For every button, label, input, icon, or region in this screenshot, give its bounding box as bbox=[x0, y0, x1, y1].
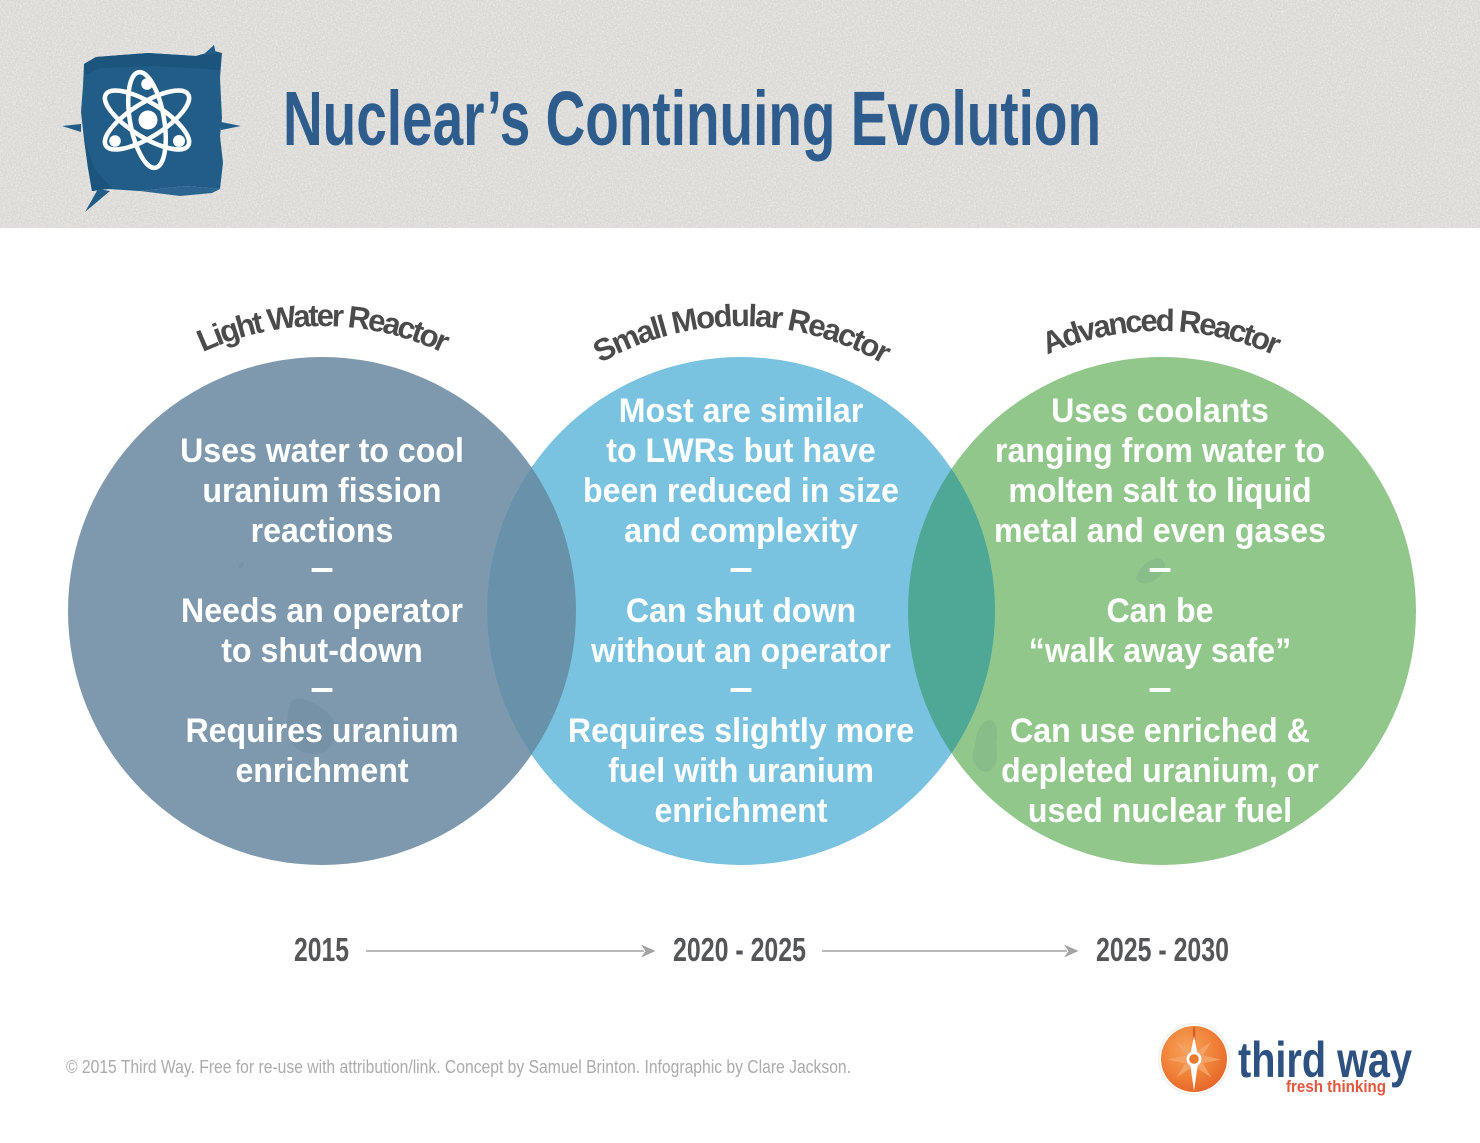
svg-text:enrichment: enrichment bbox=[235, 752, 408, 790]
svg-text:Requires slightly more: Requires slightly more bbox=[568, 712, 914, 750]
svg-text:Requires uranium: Requires uranium bbox=[185, 712, 458, 750]
svg-text:Light Water Reactor: Light Water Reactor bbox=[192, 298, 455, 360]
svg-text:used nuclear fuel: used nuclear fuel bbox=[1028, 792, 1292, 830]
svg-text:2015: 2015 bbox=[294, 932, 349, 969]
svg-text:“walk away safe”: “walk away safe” bbox=[1029, 632, 1291, 670]
svg-text:ranging from water to: ranging from water to bbox=[995, 432, 1325, 470]
svg-text:2025 - 2030: 2025 - 2030 bbox=[1096, 932, 1229, 969]
svg-text:uranium fission: uranium fission bbox=[202, 472, 441, 510]
svg-text:Uses water to cool: Uses water to cool bbox=[180, 432, 464, 470]
svg-text:reactions: reactions bbox=[251, 512, 394, 550]
svg-text:to LWRs but have: to LWRs but have bbox=[606, 432, 875, 470]
svg-text:Advanced Reactor: Advanced Reactor bbox=[1037, 303, 1286, 362]
svg-text:depleted uranium, or: depleted uranium, or bbox=[1001, 752, 1319, 790]
svg-text:without an operator: without an operator bbox=[590, 632, 891, 670]
svg-text:and complexity: and complexity bbox=[624, 512, 858, 550]
svg-text:fuel with uranium: fuel with uranium bbox=[608, 752, 874, 790]
svg-text:Nuclear’s Continuing Evolution: Nuclear’s Continuing Evolution bbox=[283, 76, 1101, 162]
svg-text:metal and even gases: metal and even gases bbox=[994, 512, 1326, 550]
svg-text:third way: third way bbox=[1238, 1032, 1412, 1088]
svg-text:Can be: Can be bbox=[1106, 592, 1213, 630]
svg-text:Can use enriched &: Can use enriched & bbox=[1010, 712, 1310, 750]
svg-text:Needs an operator: Needs an operator bbox=[181, 592, 463, 630]
svg-text:Can shut down: Can shut down bbox=[626, 592, 856, 630]
svg-text:enrichment: enrichment bbox=[654, 792, 827, 830]
svg-text:© 2015 Third Way. Free for re-: © 2015 Third Way. Free for re-use with a… bbox=[66, 1057, 851, 1077]
svg-text:to shut-down: to shut-down bbox=[221, 632, 423, 670]
svg-text:been reduced in size: been reduced in size bbox=[583, 472, 899, 510]
svg-text:fresh thinking: fresh thinking bbox=[1286, 1078, 1386, 1096]
svg-text:2020 - 2025: 2020 - 2025 bbox=[673, 932, 806, 969]
svg-text:molten salt to liquid: molten salt to liquid bbox=[1008, 472, 1311, 510]
svg-text:Most are similar: Most are similar bbox=[619, 392, 864, 430]
svg-text:Uses coolants: Uses coolants bbox=[1051, 392, 1269, 430]
